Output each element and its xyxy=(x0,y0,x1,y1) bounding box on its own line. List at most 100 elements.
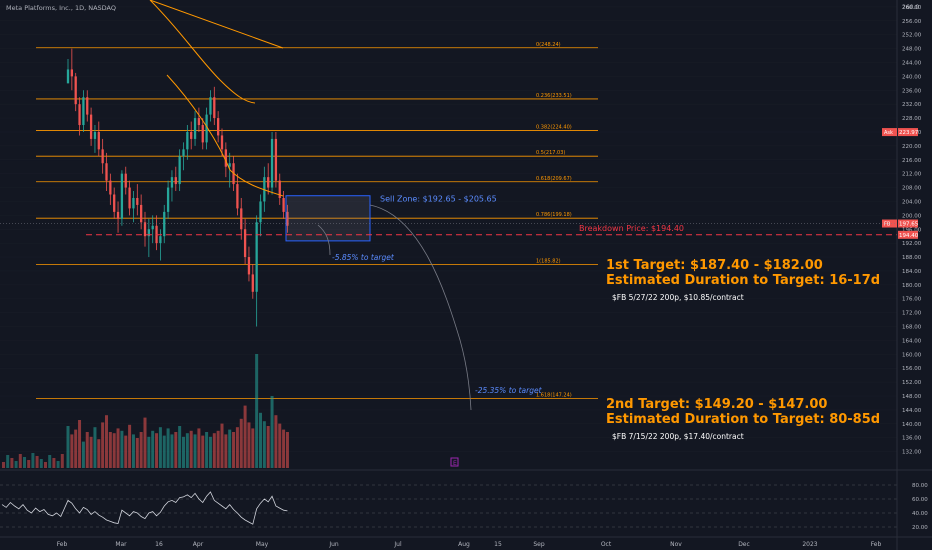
time-tick-label: Aug xyxy=(458,541,470,548)
volume-bar xyxy=(270,396,274,468)
time-tick-label: Mar xyxy=(115,541,127,548)
fib-label: 0(248.24) xyxy=(536,42,561,48)
price-tick-label: 152.00 xyxy=(902,380,922,386)
price-tick-label: 132.00 xyxy=(902,450,922,456)
volume-bar xyxy=(74,429,78,468)
time-tick-label: May xyxy=(256,541,269,548)
event-marker-e[interactable] xyxy=(450,457,459,467)
chart-title: Meta Platforms, Inc., 1D, NASDAQ xyxy=(6,4,116,12)
volume-bar xyxy=(97,439,101,468)
candle-body xyxy=(197,118,201,126)
price-tick-label: 200.00 xyxy=(902,213,922,219)
time-tick-label: Feb xyxy=(871,541,882,548)
price-tick-label: 140.00 xyxy=(902,422,922,428)
time-axis[interactable]: Feb Mar 16 Apr May Jun Jul Aug 15 Sep Oct Nov Dec 202… xyxy=(57,541,882,548)
price-tick-label: 244.00 xyxy=(902,60,922,66)
candle-body xyxy=(136,197,139,205)
price-tick-label: 144.00 xyxy=(902,408,922,414)
candle-body xyxy=(220,135,224,150)
candle-body xyxy=(236,184,239,209)
price-tag-value: 194.40 xyxy=(899,233,919,239)
volume-bar xyxy=(220,423,224,468)
moving-average-line xyxy=(149,0,284,197)
candle-body xyxy=(282,197,285,212)
price-tag-name-box xyxy=(882,128,897,137)
candle-body xyxy=(213,97,216,119)
volume-bar xyxy=(31,453,35,468)
candle-body xyxy=(132,197,135,209)
candle-body xyxy=(224,149,227,167)
volume-bar xyxy=(170,434,174,468)
volume-bar xyxy=(112,433,116,468)
volume-bar xyxy=(6,455,10,468)
time-tick-label: 16 xyxy=(155,541,163,548)
volume-bar xyxy=(18,454,22,468)
price-tag-box xyxy=(898,128,918,137)
target-2-duration: Estimated Duration to Target: 80-85d xyxy=(606,412,880,427)
price-tick-label: 208.00 xyxy=(902,186,922,192)
volume-bar xyxy=(208,436,212,468)
price-tick-label: 204.00 xyxy=(902,199,922,205)
candle-body xyxy=(151,225,154,230)
candle-body xyxy=(143,222,147,237)
price-tick-label: 212.00 xyxy=(902,172,922,178)
gridlines xyxy=(0,6,897,452)
fib-label: 1.618(147.24) xyxy=(536,393,572,399)
volume-bar xyxy=(56,461,60,468)
volume-bar xyxy=(228,429,232,468)
candle-body xyxy=(140,204,143,223)
price-tick-label: 180.00 xyxy=(902,283,922,289)
fib-levels: 0(248.24) 0.236(233.51) 0.382(224.40) 0.5(2… xyxy=(36,42,598,400)
price-tag-box xyxy=(898,219,918,228)
volume-bars xyxy=(2,354,289,468)
candle-body xyxy=(255,222,258,292)
volume-bar xyxy=(131,434,135,468)
sell-zone-box[interactable] xyxy=(285,195,371,242)
candle-body xyxy=(193,118,197,139)
candle-body xyxy=(240,208,243,230)
volume-bar xyxy=(66,426,70,468)
candle-body xyxy=(286,211,289,226)
volume-bar xyxy=(162,435,166,468)
candle-body xyxy=(178,156,181,185)
volume-bar xyxy=(116,428,120,468)
time-tick-label: Jul xyxy=(393,541,402,548)
volume-bar xyxy=(285,432,289,468)
candle-body xyxy=(128,187,131,209)
volume-bar xyxy=(81,441,85,468)
price-tick-label: 232.00 xyxy=(902,102,922,108)
rsi-tick-label: 60.00 xyxy=(912,497,928,503)
time-tick-label: 15 xyxy=(494,541,502,548)
candle-body xyxy=(163,211,166,237)
volume-bar xyxy=(60,454,64,468)
candle-body xyxy=(228,163,231,167)
candle-body xyxy=(105,163,108,181)
volume-bar xyxy=(151,430,155,468)
volume-bar xyxy=(193,434,197,468)
volume-bar xyxy=(147,436,151,468)
candle-body xyxy=(186,131,189,150)
volume-bar xyxy=(105,415,108,468)
candle-body xyxy=(74,76,77,105)
volume-bar xyxy=(35,456,39,468)
target-1-title: 1st Target: $187.40 - $182.00 xyxy=(606,258,823,273)
projection-label-2: -25.35% to target xyxy=(475,386,543,395)
candle-body xyxy=(170,177,174,188)
candle-body xyxy=(101,149,104,164)
volume-bar xyxy=(85,432,89,468)
volume-bar xyxy=(128,424,132,468)
price-tick-label: 216.00 xyxy=(902,158,922,164)
candle-body xyxy=(267,177,270,188)
fib-label: 0.382(224.40) xyxy=(536,125,572,131)
candle-body xyxy=(113,194,116,212)
volume-bar xyxy=(120,430,124,468)
candle-body xyxy=(243,229,247,258)
price-tick-label: 252.00 xyxy=(902,33,922,39)
volume-bar xyxy=(224,434,228,468)
price-tag-name: FB xyxy=(884,222,891,228)
volume-bar xyxy=(135,438,139,468)
price-tick-label: 196.00 xyxy=(902,227,922,233)
candle-body xyxy=(109,180,112,195)
volume-bar xyxy=(266,426,270,468)
